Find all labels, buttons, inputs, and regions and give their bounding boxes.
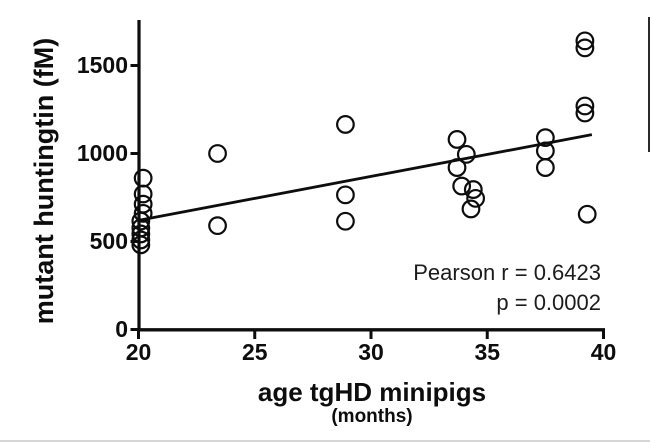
data-point bbox=[447, 158, 467, 177]
p-value-annotation: p = 0.0002 bbox=[496, 290, 601, 315]
adjacent-panel-edge bbox=[648, 17, 650, 152]
data-point bbox=[131, 235, 151, 255]
data-point bbox=[208, 216, 227, 236]
regression-line bbox=[138, 133, 593, 222]
data-point bbox=[535, 128, 555, 148]
data-point bbox=[461, 199, 481, 219]
y-tick-label: 0 bbox=[115, 315, 128, 342]
x-axis-title: age tgHD minipigs bbox=[257, 377, 487, 407]
data-point bbox=[133, 203, 153, 223]
data-point bbox=[452, 176, 472, 196]
data-point bbox=[535, 158, 555, 177]
y-tick-label: 1500 bbox=[76, 51, 128, 78]
data-point bbox=[133, 184, 153, 204]
data-point bbox=[336, 185, 355, 205]
data-point bbox=[575, 103, 595, 123]
data-point bbox=[133, 168, 153, 188]
data-point bbox=[466, 188, 486, 208]
data-point bbox=[336, 115, 355, 134]
x-tick-label: 40 bbox=[590, 339, 617, 365]
x-tick-label: 30 bbox=[358, 339, 384, 365]
data-point bbox=[131, 224, 151, 244]
y-tick-label: 500 bbox=[89, 227, 128, 254]
data-point bbox=[447, 130, 467, 149]
data-point bbox=[575, 96, 595, 116]
data-point bbox=[336, 211, 355, 231]
x-axis-subtitle: (months) bbox=[331, 406, 413, 427]
crop-border-line bbox=[0, 440, 650, 442]
data-point bbox=[577, 204, 597, 224]
x-tick-label: 25 bbox=[241, 339, 268, 365]
pearson-r-annotation: Pearson r = 0.6423 bbox=[413, 260, 601, 285]
x-tick-label: 35 bbox=[474, 339, 501, 365]
data-point bbox=[208, 144, 227, 163]
data-point bbox=[131, 211, 151, 231]
y-tick-label: 1000 bbox=[76, 139, 128, 166]
data-point bbox=[463, 180, 483, 199]
data-point bbox=[575, 38, 595, 58]
data-point bbox=[575, 31, 595, 51]
x-tick-label: 20 bbox=[125, 339, 152, 365]
data-point bbox=[131, 230, 151, 250]
data-point bbox=[456, 144, 476, 164]
